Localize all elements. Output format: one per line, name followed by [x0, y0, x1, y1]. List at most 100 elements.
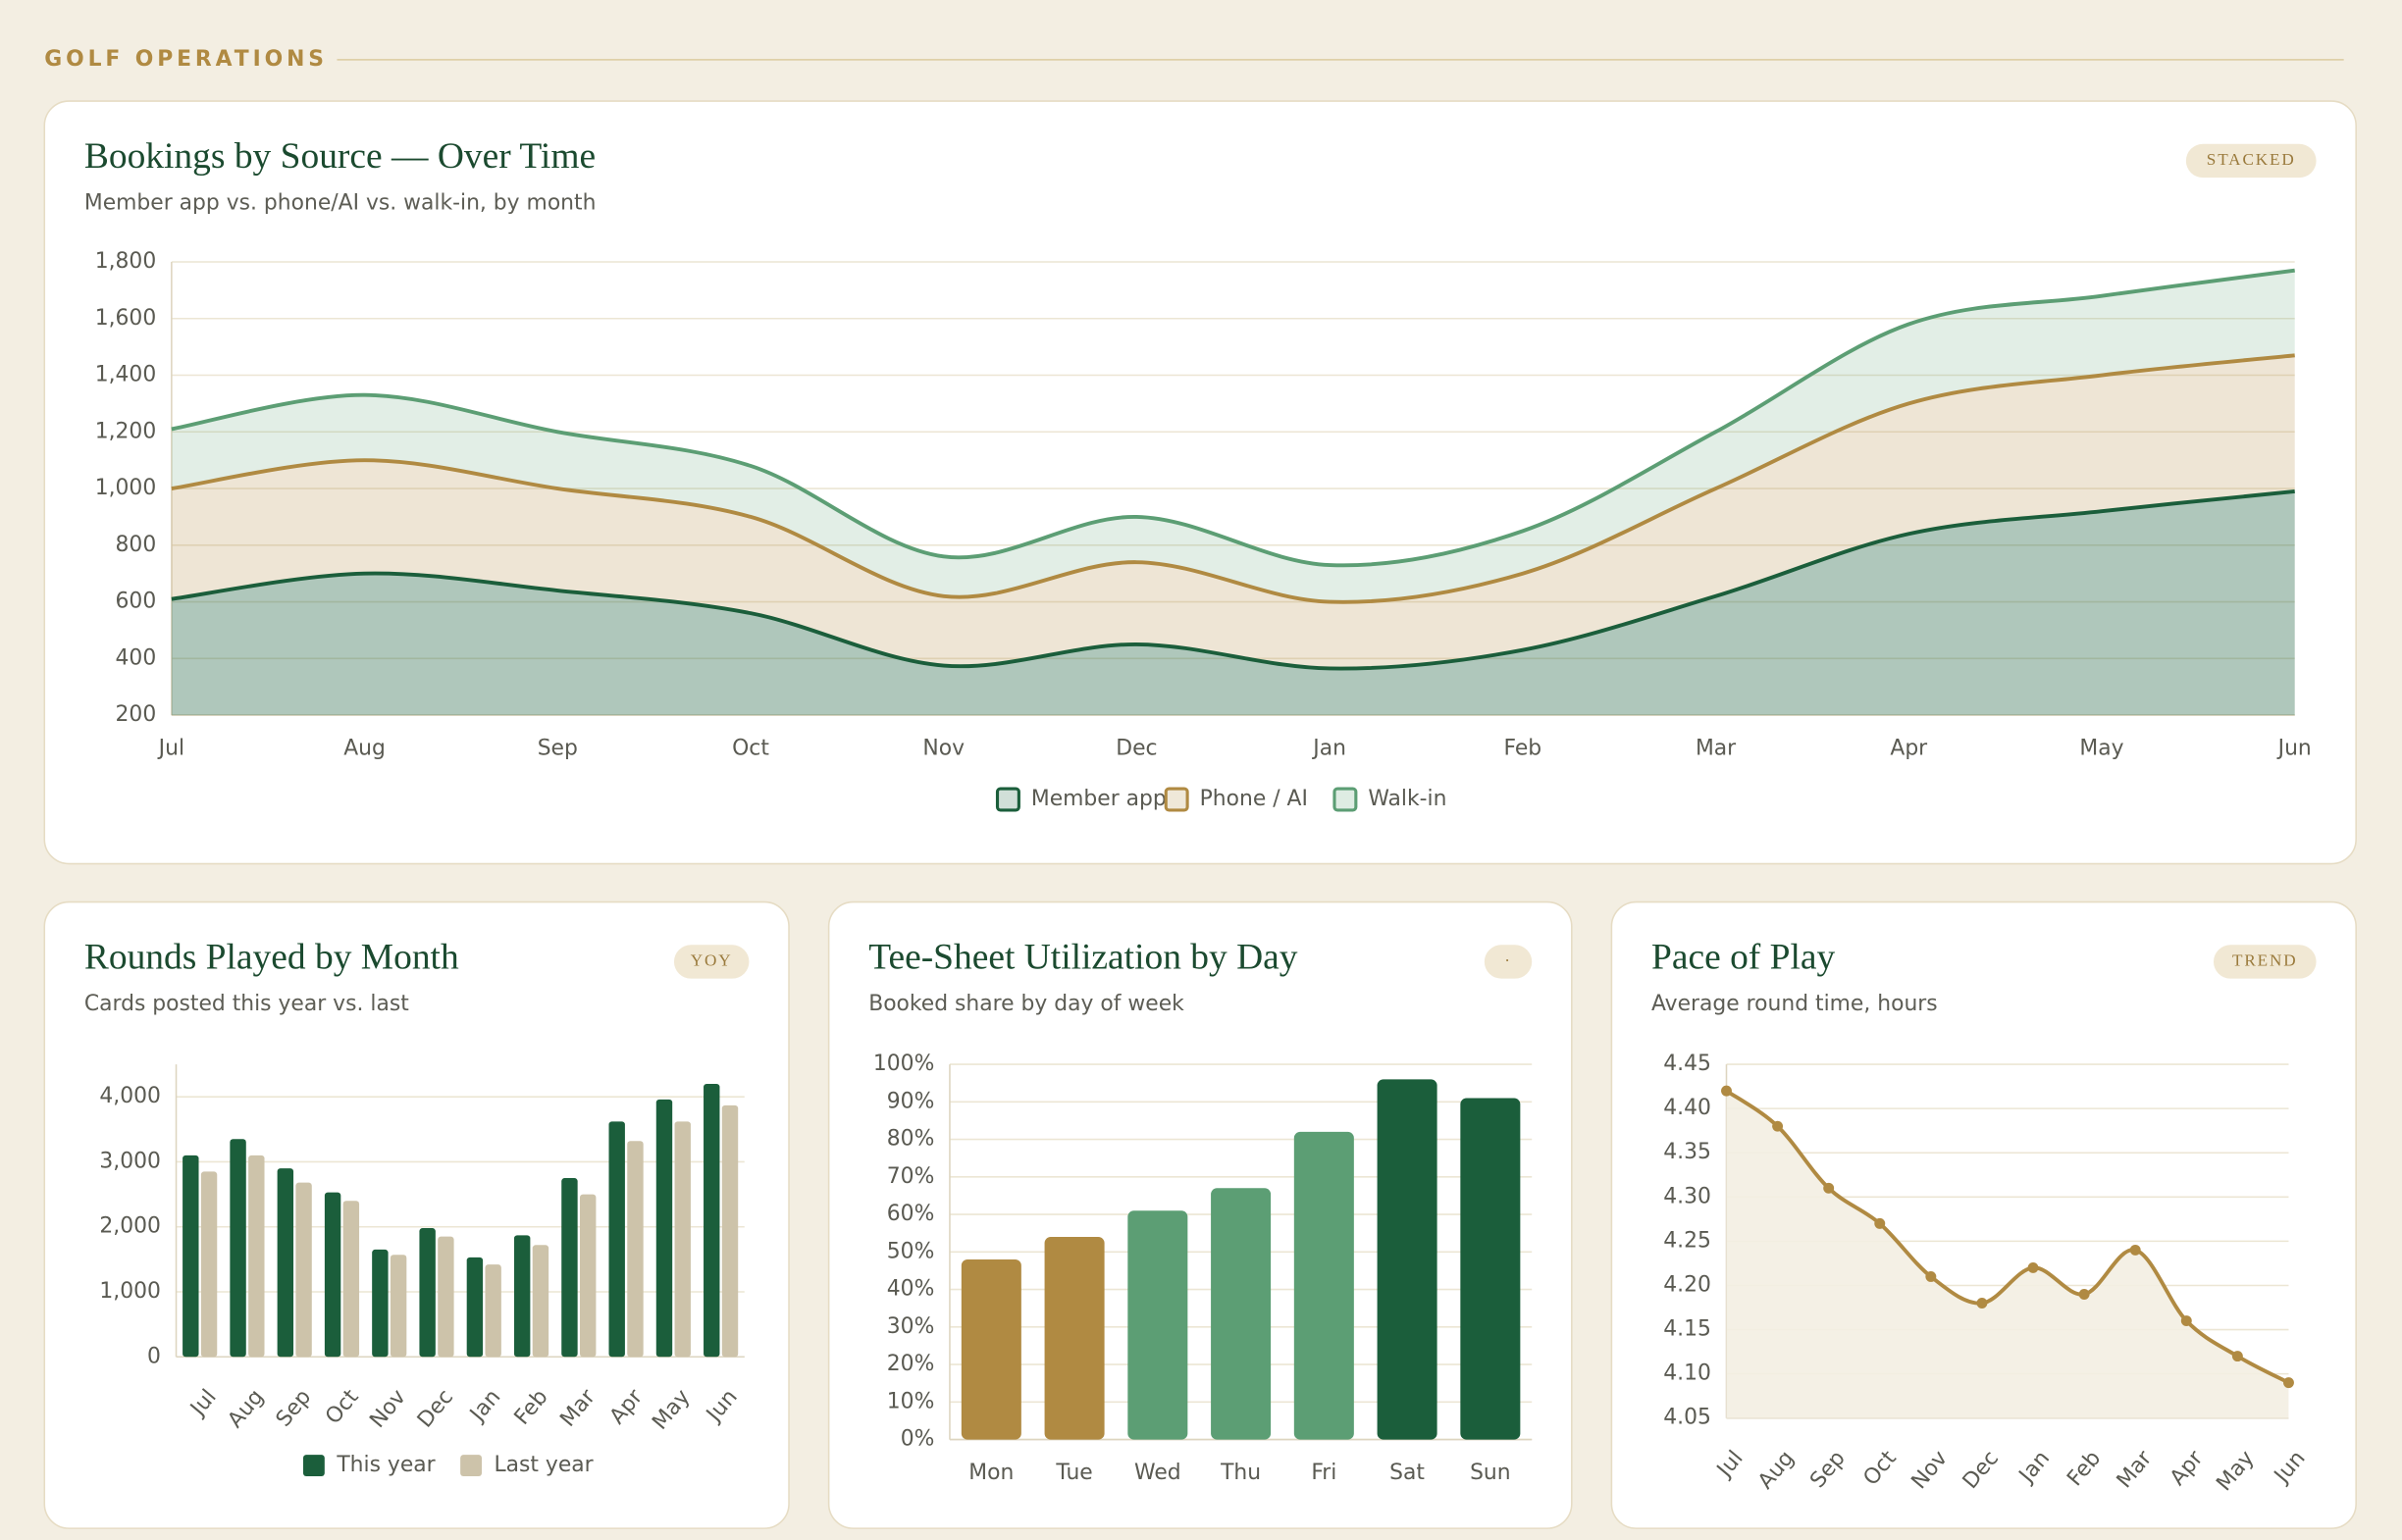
badge-pill [2185, 143, 2317, 179]
bar [961, 1258, 1021, 1440]
area [171, 270, 2295, 602]
line [171, 353, 2295, 604]
card-title: Bookings by Source — Over Time [84, 136, 596, 177]
bar [532, 1245, 549, 1358]
y-tick-label: 30% [887, 1314, 935, 1339]
line [171, 488, 2295, 671]
bar [579, 1194, 597, 1358]
x-tick-label: Sat [1389, 1461, 1425, 1485]
y-tick-label: 2,000 [99, 1214, 161, 1239]
x-tick-label: Wed [1134, 1461, 1181, 1485]
section-title: GOLF OPERATIONS [44, 47, 328, 72]
bar [1377, 1079, 1437, 1440]
bar [295, 1182, 312, 1358]
card-title: Pace of Play [1651, 937, 1835, 977]
legend-swatch [1164, 787, 1189, 812]
y-tick-label: 4,000 [99, 1084, 161, 1108]
y-tick-label: 1,200 [95, 419, 157, 443]
badge: YOY [691, 950, 733, 969]
y-tick-label: 800 [116, 533, 157, 557]
bar [230, 1139, 246, 1358]
point [1721, 1085, 1732, 1097]
bar [704, 1083, 720, 1358]
y-tick-label: 60% [887, 1202, 935, 1226]
bar [1127, 1210, 1188, 1440]
x-tick-label: Jun [2276, 736, 2312, 760]
y-tick-label: 0% [901, 1427, 935, 1452]
y-tick-label: 4.05 [1663, 1406, 1711, 1430]
bar [324, 1192, 341, 1358]
area [1726, 1091, 2289, 1418]
x-tick-label: Oct [732, 736, 769, 760]
legend-label: Phone / AI [1200, 787, 1308, 811]
y-tick-label: 70% [887, 1164, 935, 1189]
y-tick-label: 100% [873, 1052, 934, 1076]
y-tick-label: 1,600 [95, 306, 157, 331]
x-tick-label: Fri [1311, 1461, 1336, 1485]
y-tick-label: 4.45 [1663, 1052, 1711, 1076]
bar [248, 1155, 265, 1358]
y-tick-label: 1,400 [95, 363, 157, 387]
point [1772, 1120, 1784, 1132]
badge-pill [1484, 945, 1533, 979]
y-tick-label: 1,800 [95, 249, 157, 274]
x-tick-label: Sun [1470, 1461, 1511, 1485]
x-tick-label: Mar [1696, 736, 1736, 760]
y-tick-label: 3,000 [99, 1149, 161, 1173]
x-tick-label: Apr [1890, 736, 1927, 760]
bar [277, 1168, 294, 1358]
bar [342, 1201, 360, 1358]
card-subtitle: Cards posted this year vs. last [84, 992, 409, 1016]
bar [200, 1171, 218, 1358]
point [2027, 1261, 2039, 1273]
card-subtitle: Average round time, hours [1651, 992, 1938, 1016]
bar [372, 1249, 389, 1358]
point [2231, 1351, 2243, 1362]
x-tick-label: Nov [922, 736, 965, 760]
y-tick-label: 4.35 [1663, 1140, 1711, 1164]
bar [721, 1104, 739, 1358]
y-tick-label: 4.15 [1663, 1317, 1711, 1342]
point [1976, 1298, 1988, 1309]
bar [466, 1257, 484, 1358]
y-tick-label: 4.10 [1663, 1361, 1711, 1386]
legend-swatch [1332, 787, 1358, 812]
bar [674, 1121, 691, 1358]
badge-pill [2213, 945, 2317, 979]
card [43, 100, 2357, 865]
bar [1293, 1131, 1354, 1440]
bar [608, 1121, 625, 1358]
x-tick-label: May [2079, 736, 2123, 760]
badge: STACKED [2207, 150, 2296, 169]
y-tick-label: 1,000 [99, 1279, 161, 1304]
bar [561, 1178, 578, 1358]
badge-pill [673, 945, 750, 979]
y-tick-label: 90% [887, 1089, 935, 1113]
bar [655, 1099, 673, 1358]
point [1823, 1182, 1835, 1194]
area [171, 355, 2295, 669]
y-tick-label: 0 [147, 1344, 161, 1368]
y-tick-label: 4.25 [1663, 1228, 1711, 1253]
point [1874, 1217, 1886, 1229]
y-tick-label: 40% [887, 1277, 935, 1302]
card-title: Rounds Played by Month [84, 937, 459, 977]
x-tick-label: Mon [968, 1461, 1014, 1485]
point [2283, 1377, 2294, 1389]
legend-swatch [995, 787, 1020, 812]
badge: · [1504, 950, 1512, 969]
legend-label: Member app [1031, 787, 1167, 811]
y-tick-label: 600 [116, 590, 157, 614]
y-tick-label: 200 [116, 702, 157, 727]
point [2078, 1289, 2090, 1300]
legend-label: Walk-in [1368, 787, 1446, 811]
bar [1044, 1237, 1105, 1440]
x-tick-label: Feb [1504, 736, 1542, 760]
legend-swatch [302, 1455, 325, 1477]
x-tick-label: Tue [1055, 1461, 1092, 1485]
legend-label: This year [336, 1453, 435, 1477]
y-tick-label: 80% [887, 1127, 935, 1152]
line [171, 268, 2295, 568]
